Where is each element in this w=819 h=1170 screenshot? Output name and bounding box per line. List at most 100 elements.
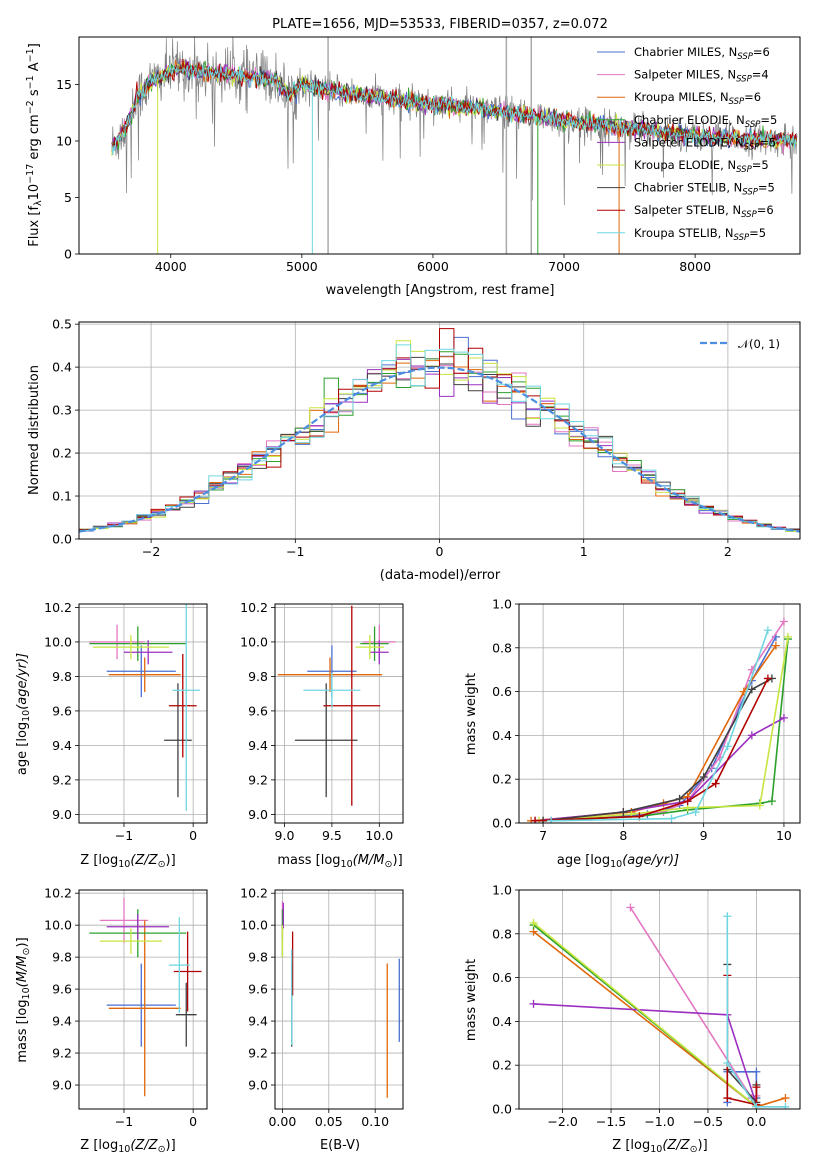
cumulative-line [629,907,757,1100]
x-tick-label: 0.10 [361,1114,389,1129]
x-tick-label: −1 [286,544,304,559]
y-tick-label: 10.2 [44,886,72,901]
label-part: mass [log [15,999,30,1062]
legend-label-sub: SSP [734,233,750,243]
y-tick-label: 0.8 [492,926,512,941]
plus-marker [699,773,708,782]
label-part: Z [log [612,1138,650,1153]
y-tick-label: 0.0 [52,532,72,547]
plus-marker [723,1094,732,1103]
axes-frame [78,36,801,255]
legend-label-sub: SSP [742,188,758,198]
panel-age-vs-mass: 9.0 9.5 10.0 9.0 9.2 9.4 9.6 9.8 10.0 10.2 [240,600,404,843]
x-tick-label: −1 [115,1114,133,1129]
panel-residuals: −2 −1 0 1 2 0.0 0.1 0.2 0.3 0.4 0.5 [52,317,801,559]
x-tick-label: 0.0 [746,1114,766,1129]
y-tick-label: 9.0 [248,807,268,822]
y-tick-label: 10.0 [44,634,72,649]
plus-marker [767,797,776,806]
y-tick-label: 0.2 [52,446,72,461]
y-tick-label: 9.6 [248,982,268,997]
y-tick-label: 9.8 [248,669,268,684]
legend-label-text: Chabrier ELODIE, N [634,113,745,127]
label-part: )] [393,853,403,868]
plot-area [79,328,800,533]
label-part: 10 [27,184,42,201]
panel-mass-vs-z: −1 0 9.0 9.2 9.4 9.6 9.8 10.0 10.2 [44,886,208,1129]
x-tick-label: 0 [189,1114,197,1129]
label-part: 10 [118,859,130,870]
y-tick-label: 9.2 [52,1046,72,1061]
axes-frame [274,603,404,824]
plot-area [527,617,792,823]
plus-marker [723,742,732,751]
label-part: s [27,89,42,100]
legend-label-count: =4 [752,68,769,82]
label-part: −17 [25,164,36,184]
plus-marker [752,1067,761,1076]
label-part: (M/M [15,955,30,987]
plus-marker [771,641,780,650]
plus-marker [723,912,732,921]
label-part: )] [166,1138,176,1153]
label-part: λ [33,200,44,206]
x-tick-label: −2 [142,544,160,559]
plot-area [89,604,201,811]
y-tick-label: 9.0 [52,1078,72,1093]
label-part: −2 [25,100,36,114]
chart-title: PLATE=1656, MJD=53533, FIBERID=0357, z=0… [272,17,608,32]
label-part: 10 [21,710,32,722]
residual-histogram [79,328,800,531]
axes-frame [78,603,208,824]
x-tick-label: −0.5 [693,1114,723,1129]
y-axis-label: Flux [fλ10−17 erg cm−2 s−1 A−1] [25,43,44,247]
y-tick-label: 9.4 [248,1014,268,1029]
plus-marker [711,779,720,788]
plus-marker [781,1102,790,1109]
label-part: )] [166,853,176,868]
y-tick-label: 9.6 [52,982,72,997]
y-tick-label: 9.4 [52,1014,72,1029]
label-part: 10 [118,1144,130,1155]
x-tick-label: 2 [724,544,732,559]
x-tick-label: 0 [436,544,444,559]
y-tick-label: 9.4 [52,738,72,753]
label-part: ⊙ [158,1144,166,1155]
y-tick-label: 9.8 [52,669,72,684]
y-tick-label: 0.6 [492,970,512,985]
plus-marker [783,632,792,641]
x-tick-label: 0.05 [315,1114,343,1129]
plot-area [89,897,202,1097]
label-part: −1 [25,48,36,62]
cumulative-line [530,645,777,822]
x-tick-label: 10 [776,828,792,843]
y-axis-label: mass weight [464,673,479,755]
legend-label-count: =6 [744,90,761,104]
label-part: age [log [15,722,30,775]
legend-label-count: =5 [758,181,775,195]
plus-marker [763,626,772,635]
x-axis-label: mass [log10(M/M⊙)] [277,853,402,870]
y-tick-label: 10.2 [240,886,268,901]
cumulative-line [543,677,773,822]
panel-cum-mass-vs-z: −2.0 −1.5 −1.0 −0.5 0.0 0.0 0.2 0.4 0.6 0.8 1.0 [492,883,801,1129]
x-tick-label: 1 [580,544,588,559]
legend-label-text: Kroupa ELODIE, N [634,158,736,172]
x-tick-label: 6000 [417,259,449,274]
legend-label: Kroupa MILES, NSSP=6 [634,90,761,107]
y-tick-label: 10.2 [240,600,268,615]
panel-mass-vs-ebv: 0.00 0.05 0.10 9.0 9.2 9.4 9.6 9.8 10.0 10.2 [240,886,404,1129]
x-axis-label: E(B-V) [320,1138,360,1153]
plus-marker [781,1094,790,1103]
legend-label: Kroupa STELIB, NSSP=5 [634,226,766,243]
label-part: ] [27,43,42,48]
y-tick-label: 9.2 [52,772,72,787]
legend-label: Chabrier MILES, NSSP=6 [634,45,770,62]
panel-spectrum: 4000 5000 6000 7000 8000 0 5 10 15 [56,36,801,274]
legend-label-count: =6 [753,45,770,59]
model-spectrum-line [111,60,798,150]
plus-marker [763,674,772,683]
x-tick-label: 8 [619,828,627,843]
y-tick-label: 0.0 [492,1102,512,1117]
